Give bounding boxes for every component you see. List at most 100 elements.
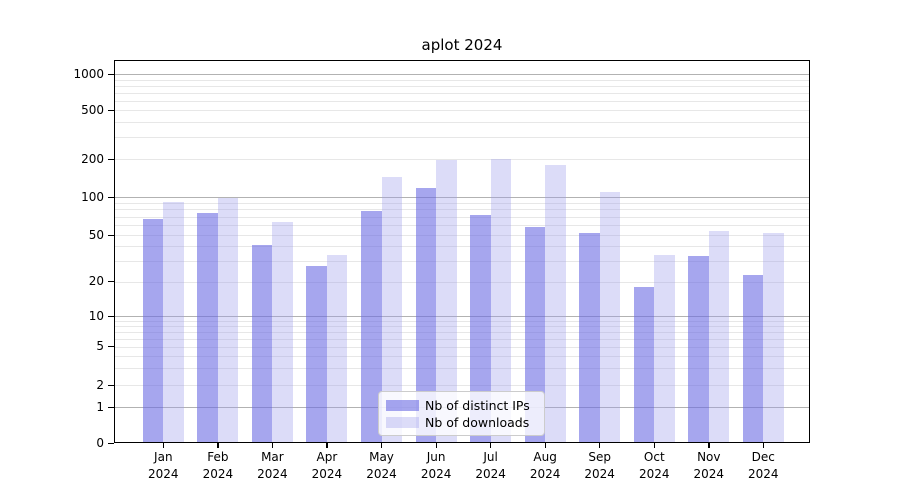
bar-distinct-ips — [142, 219, 164, 443]
legend-item-downloads: Nb of downloads — [386, 415, 536, 430]
gridline-minor — [114, 332, 810, 333]
x-tick-mark — [544, 443, 546, 448]
legend-swatch-downloads — [386, 417, 419, 428]
bar-downloads — [436, 160, 457, 443]
bar-distinct-ips — [633, 286, 655, 443]
x-tick-label: Apr 2024 — [311, 450, 343, 481]
gridline-minor — [114, 92, 810, 94]
y-tick-label: 100 — [81, 189, 104, 204]
bar-distinct-ips — [415, 188, 437, 443]
gridline-minor — [114, 216, 810, 218]
y-tick-label: 200 — [81, 151, 104, 166]
x-tick-label: May 2024 — [366, 450, 397, 481]
x-tick-label: Oct 2024 — [639, 450, 670, 481]
y-tick-mark — [108, 73, 114, 75]
x-tick-mark — [599, 443, 601, 448]
y-tick-label: 1 — [96, 399, 104, 414]
bar-downloads — [708, 230, 730, 443]
y-tick-label: 50 — [88, 227, 104, 242]
gridline-major — [114, 197, 810, 198]
plot-area — [114, 60, 810, 443]
bar-downloads — [217, 198, 239, 443]
gridline-minor — [114, 202, 810, 204]
gridline-minor — [114, 346, 810, 348]
y-tick-label: 0 — [96, 435, 104, 450]
x-tick-mark — [217, 443, 219, 448]
x-tick-label: Mar 2024 — [257, 450, 288, 481]
y-tick-mark — [108, 234, 114, 236]
gridline-minor — [114, 137, 810, 139]
bar-distinct-ips — [524, 226, 546, 443]
gridline-minor — [114, 235, 810, 236]
y-tick-label: 20 — [88, 274, 104, 289]
x-tick-mark — [162, 443, 165, 448]
x-tick-mark — [326, 443, 328, 448]
bar-downloads — [381, 176, 402, 443]
x-tick-mark — [708, 443, 710, 448]
bar-distinct-ips — [361, 211, 382, 443]
x-tick-mark — [435, 443, 437, 448]
gridline-major — [114, 74, 810, 75]
gridline-minor — [114, 225, 810, 226]
y-tick-mark — [108, 384, 114, 386]
x-tick-mark — [762, 443, 765, 448]
gridline-minor — [114, 209, 810, 211]
bar-distinct-ips — [688, 256, 709, 443]
gridline-minor — [114, 281, 810, 283]
bar-downloads — [490, 159, 512, 443]
x-tick-mark — [271, 443, 274, 448]
bar-downloads — [163, 202, 184, 443]
x-tick-mark — [653, 443, 656, 448]
gridline-major — [114, 316, 810, 318]
bar-downloads — [545, 164, 566, 443]
bar-downloads — [326, 254, 348, 443]
bar-downloads — [763, 232, 784, 443]
x-tick-label: Jun 2024 — [420, 450, 452, 481]
chart-title: aplot 2024 — [421, 36, 503, 54]
y-tick-mark — [108, 315, 114, 318]
y-tick-mark — [108, 406, 114, 409]
y-tick-label: 500 — [81, 102, 104, 117]
bar-downloads — [654, 254, 675, 443]
gridline-minor — [114, 79, 810, 81]
x-tick-label: Dec 2024 — [748, 450, 779, 481]
y-tick-mark — [108, 346, 114, 348]
y-tick-mark — [108, 281, 114, 283]
y-tick-label: 5 — [96, 339, 104, 354]
x-tick-label: Jul 2024 — [475, 450, 506, 481]
gridline-minor — [114, 356, 810, 357]
y-tick-label: 10 — [88, 308, 104, 323]
bar-distinct-ips — [306, 266, 327, 443]
x-tick-label: Aug 2024 — [529, 450, 561, 481]
x-tick-label: Feb 2024 — [202, 450, 234, 481]
gridline-minor — [114, 368, 810, 370]
y-tick-mark — [108, 109, 114, 111]
gridline-minor — [114, 385, 810, 386]
bar-distinct-ips — [579, 232, 600, 443]
x-tick-label: Nov 2024 — [693, 450, 725, 481]
gridline-minor — [114, 159, 810, 160]
gridline-minor — [114, 261, 810, 262]
bar-downloads — [599, 191, 621, 443]
bar-distinct-ips — [251, 245, 273, 443]
legend-swatch-distinct-ips — [386, 400, 419, 411]
gridline-minor — [114, 85, 810, 87]
bar-distinct-ips — [470, 215, 491, 443]
x-tick-label: Jan 2024 — [148, 450, 179, 481]
y-tick-label: 1000 — [73, 66, 104, 81]
legend-label-distinct-ips: Nb of distinct IPs — [425, 398, 530, 413]
y-tick-mark — [108, 196, 114, 198]
y-tick-mark — [108, 442, 114, 444]
legend-item-distinct-ips: Nb of distinct IPs — [386, 398, 536, 413]
gridline-minor — [114, 110, 810, 111]
gridline-minor — [114, 100, 810, 102]
gridline-minor — [114, 246, 810, 248]
gridline-minor — [114, 320, 810, 322]
bar-distinct-ips — [742, 274, 764, 443]
gridline-minor — [114, 326, 810, 328]
bar-downloads — [272, 222, 293, 443]
legend: Nb of distinct IPs Nb of downloads — [378, 391, 545, 436]
y-tick-mark — [108, 158, 114, 160]
legend-label-downloads: Nb of downloads — [425, 415, 530, 430]
